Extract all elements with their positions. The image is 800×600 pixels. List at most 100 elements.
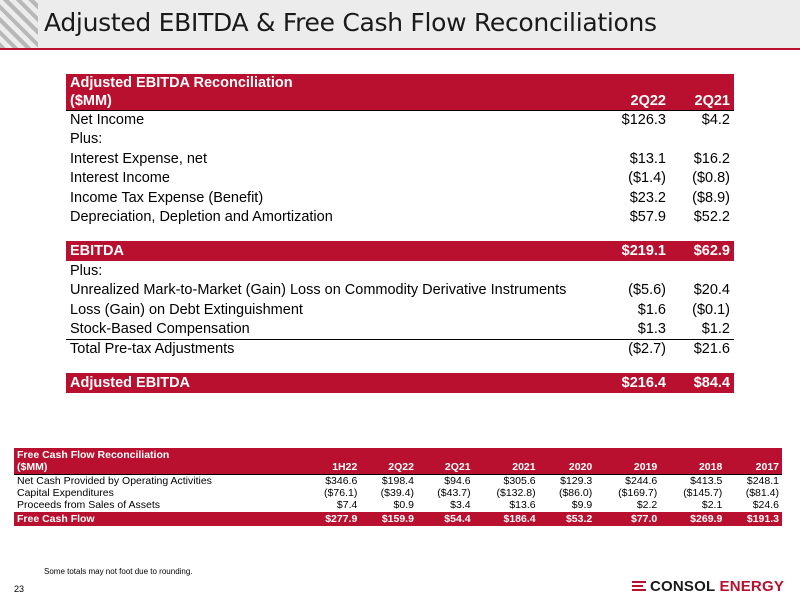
table-row: Unrealized Mark-to-Market (Gain) Loss on… — [66, 281, 734, 301]
row-value: $1.3 — [596, 319, 670, 340]
fcf-col-header: 2021 — [473, 461, 539, 474]
row-value: $20.4 — [693, 282, 730, 299]
table-row: Plus: — [66, 261, 734, 281]
row-label: Depreciation, Depletion and Amortization — [70, 209, 333, 226]
fcf-total-value: $186.4 — [473, 511, 539, 526]
total-row: Total Pre-tax Adjustments ($2.7) $21.6 — [66, 339, 734, 359]
row-value: ($169.7) — [618, 486, 658, 499]
row-value — [596, 130, 670, 150]
footnote: Some totals may not foot due to rounding… — [44, 567, 193, 576]
row-value: ($0.8) — [692, 170, 730, 187]
adjusted-ebitda-2q21: $84.4 — [670, 372, 734, 393]
fcf-col-header: 2019 — [595, 461, 661, 474]
row-value: $94.6 — [416, 473, 474, 487]
row-value: $305.6 — [473, 473, 539, 487]
fcf-total-value: $159.9 — [360, 511, 417, 526]
row-value: $126.3 — [596, 109, 670, 130]
row-label: Capital Expenditures — [17, 486, 114, 499]
ebitda-col-2q22: 2Q22 — [596, 92, 670, 110]
row-value: $129.3 — [538, 473, 596, 487]
row-label: Interest Income — [70, 170, 170, 187]
row-label: Plus: — [70, 131, 103, 148]
row-label: Net Cash Provided by Operating Activitie… — [14, 473, 304, 487]
row-value: ($81.4) — [745, 486, 779, 499]
row-value: ($132.8) — [496, 486, 536, 499]
ebitda-value-2q21: $62.9 — [670, 241, 734, 261]
free-cash-flow-row: Free Cash Flow $277.9 $159.9 $54.4 $186.… — [14, 511, 782, 526]
row-value: $2.1 — [701, 499, 723, 512]
fcf-col-header: 2018 — [660, 461, 726, 474]
fcf-total-label: Free Cash Flow — [14, 511, 304, 526]
row-label: Net Income — [66, 109, 596, 130]
table-row: Proceeds from Sales of Assets $7.4 $0.9 … — [14, 499, 782, 512]
fcf-table: Free Cash Flow Reconciliation ($MM) 1H22… — [14, 448, 782, 526]
table-row: Income Tax Expense (Benefit) $23.2 ($8.9… — [66, 188, 734, 208]
row-value: $198.4 — [360, 473, 417, 487]
row-value: $13.6 — [509, 499, 536, 512]
row-label: Stock-Based Compensation — [66, 319, 596, 340]
fcf-total-value: $191.3 — [725, 511, 782, 526]
table-row: Net Cash Provided by Operating Activitie… — [14, 473, 782, 487]
row-label: Proceeds from Sales of Assets — [17, 499, 160, 512]
ebitda-row: EBITDA $219.1 $62.9 — [66, 241, 734, 261]
fcf-total-value: $277.9 — [303, 511, 361, 526]
page-number: 23 — [14, 584, 25, 594]
row-value: ($76.1) — [324, 486, 358, 499]
table-row: Interest Income ($1.4) ($0.8) — [66, 169, 734, 189]
row-value: ($43.7) — [437, 486, 471, 499]
fcf-header-row: Free Cash Flow Reconciliation — [14, 448, 782, 461]
row-label: Plus: — [70, 262, 103, 279]
logo-word-2: ENERGY — [719, 577, 785, 595]
row-value — [670, 261, 734, 281]
page-title: Adjusted EBITDA & Free Cash Flow Reconci… — [44, 8, 657, 37]
row-value: $57.9 — [629, 209, 666, 226]
total-value-2q21: $21.6 — [693, 341, 730, 357]
row-value: $16.2 — [693, 150, 730, 167]
stripe-decoration — [0, 0, 38, 48]
total-label: Total Pre-tax Adjustments — [70, 341, 235, 357]
row-value: ($86.0) — [558, 486, 593, 499]
table-row: Loss (Gain) on Debt Extinguishment $1.6 … — [66, 300, 734, 320]
row-value: $346.6 — [303, 473, 361, 487]
adjusted-ebitda-row: Adjusted EBITDA $216.4 $84.4 — [66, 372, 734, 393]
fcf-total-value: $53.2 — [538, 511, 596, 526]
fcf-header-title: Free Cash Flow Reconciliation — [14, 448, 304, 461]
row-value: $13.1 — [629, 150, 666, 167]
row-value: $23.2 — [629, 189, 666, 206]
row-value: $24.6 — [752, 499, 779, 512]
row-value: $9.9 — [571, 499, 593, 512]
row-label: Interest Expense, net — [70, 150, 208, 167]
row-value: $248.1 — [725, 473, 782, 487]
fcf-col-header: 2017 — [725, 461, 782, 474]
ebitda-col-2q21: 2Q21 — [670, 92, 734, 110]
ebitda-value-2q22: $219.1 — [596, 241, 670, 261]
ebitda-table: Adjusted EBITDA Reconciliation ($MM) 2Q2… — [66, 74, 734, 393]
row-value: $413.5 — [660, 473, 726, 487]
fcf-total-value: $77.0 — [595, 511, 661, 526]
row-value: ($5.6) — [628, 282, 666, 299]
row-label: Unrealized Mark-to-Market (Gain) Loss on… — [70, 282, 567, 299]
row-value: ($8.9) — [692, 189, 730, 206]
table-row: Depreciation, Depletion and Amortization… — [66, 208, 734, 228]
row-value: ($1.4) — [628, 170, 666, 187]
row-value: $4.2 — [670, 109, 734, 130]
row-value — [670, 130, 734, 150]
fcf-col-header: 2020 — [538, 461, 596, 474]
row-value: $1.2 — [670, 319, 734, 340]
row-label: Loss (Gain) on Debt Extinguishment — [70, 301, 303, 318]
row-value: ($39.4) — [380, 486, 414, 499]
title-bar: Adjusted EBITDA & Free Cash Flow Reconci… — [0, 0, 800, 48]
ebitda-label: EBITDA — [66, 241, 596, 261]
row-value: ($0.1) — [692, 301, 730, 318]
row-value: $244.6 — [595, 473, 661, 487]
company-logo: CONSOL ENERGY — [632, 577, 784, 595]
fcf-col-header: 2Q21 — [416, 461, 474, 474]
fcf-header-row-2: ($MM) 1H22 2Q22 2Q21 2021 2020 2019 2018… — [14, 461, 782, 474]
table-row: Plus: — [66, 130, 734, 150]
adjusted-ebitda-label: Adjusted EBITDA — [66, 372, 596, 393]
spacer-row — [66, 227, 734, 241]
spacer-row — [66, 359, 734, 373]
row-value: $52.2 — [693, 209, 730, 226]
fcf-col-header: 1H22 — [303, 461, 361, 474]
ebitda-header-row: Adjusted EBITDA Reconciliation — [66, 74, 734, 92]
